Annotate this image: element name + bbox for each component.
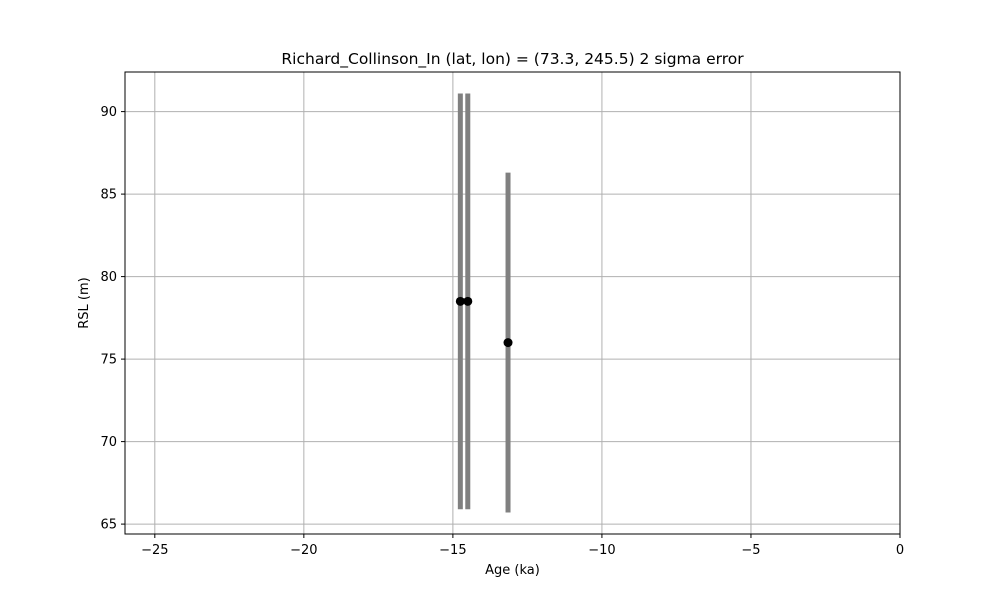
x-axis-label: Age (ka) [485, 563, 540, 578]
axes-frame [124, 71, 901, 535]
data-points [455, 296, 513, 348]
ticks: −25 −20 −15 −10 −5 0 65 70 75 80 85 90 [100, 105, 904, 558]
x-tick-label: −15 [439, 543, 466, 558]
x-tick-label: −5 [741, 543, 760, 558]
chart-title: Richard_Collinson_In (lat, lon) = (73.3,… [281, 50, 744, 69]
y-tick-label: 80 [100, 270, 117, 285]
x-tick-label: −20 [290, 543, 317, 558]
data-point [463, 296, 473, 306]
y-tick-label: 90 [100, 105, 117, 120]
y-axis-label: RSL (m) [77, 277, 92, 328]
y-tick-label: 70 [100, 435, 117, 450]
data-point [455, 296, 465, 306]
y-tick-label: 65 [100, 518, 117, 533]
x-tick-label: −25 [141, 543, 168, 558]
y-tick-label: 75 [100, 353, 117, 368]
x-tick-label: −10 [588, 543, 615, 558]
y-tick-label: 85 [100, 188, 117, 203]
x-tick-label: 0 [896, 543, 904, 558]
data-point [503, 338, 513, 348]
grid [125, 72, 901, 534]
